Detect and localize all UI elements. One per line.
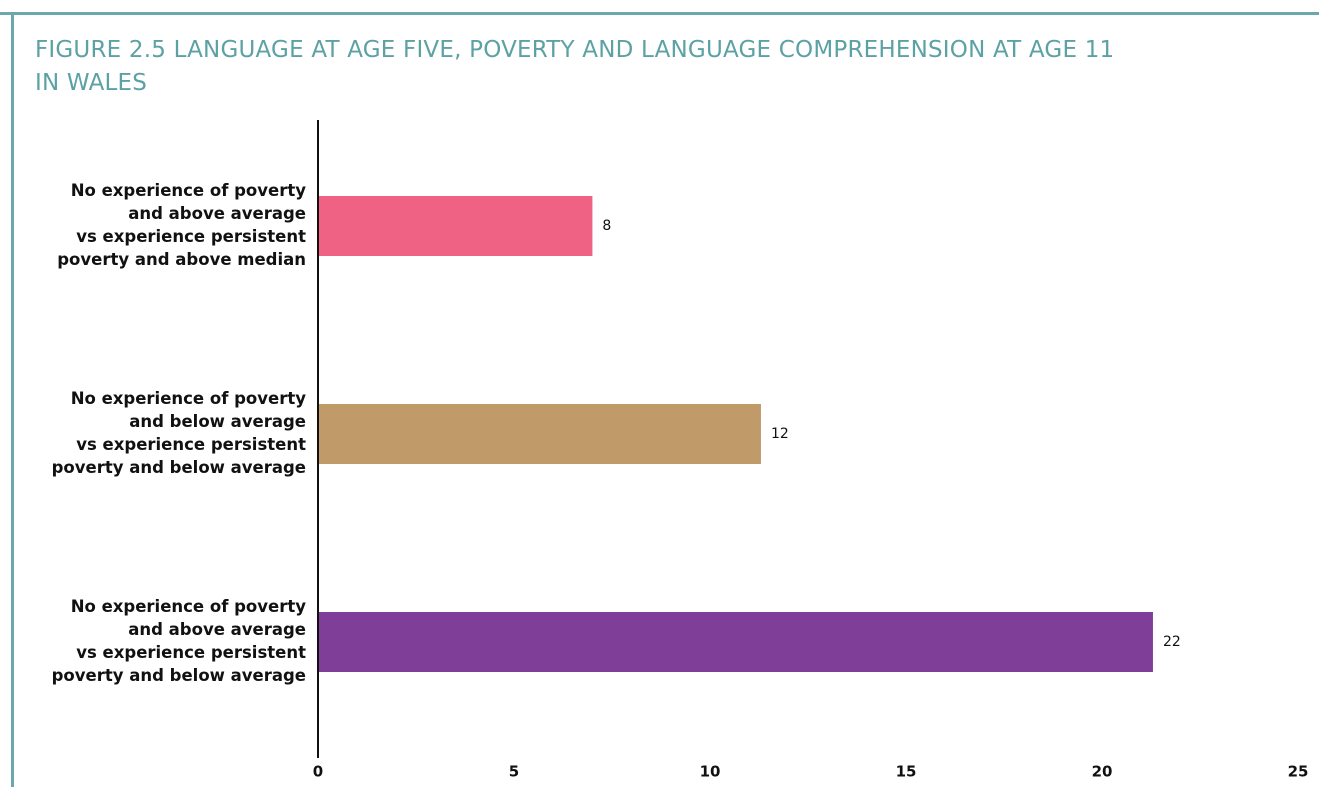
category-label-2-line-4: poverty and below average <box>52 458 306 477</box>
category-label-3-line-3: vs experience persistent <box>76 643 306 662</box>
category-label-2-line-3: vs experience persistent <box>76 435 306 454</box>
data-label-3: 22 <box>1163 634 1181 650</box>
data-label-2: 12 <box>771 426 789 442</box>
data-label-1: 8 <box>602 218 611 234</box>
x-tick-label-20: 20 <box>1092 763 1113 781</box>
category-label-1-line-4: poverty and above median <box>57 250 306 269</box>
category-label-1-line-1: No experience of poverty <box>71 181 307 200</box>
x-tick-label-0: 0 <box>313 763 323 781</box>
chart-title-line-1: FIGURE 2.5 LANGUAGE AT AGE FIVE, POVERTY… <box>35 37 1115 63</box>
bar-3 <box>318 612 1153 672</box>
frame-left-border <box>11 12 14 787</box>
frame-top-border <box>0 12 1319 15</box>
category-label-2-line-1: No experience of poverty <box>71 389 307 408</box>
x-tick-label-10: 10 <box>700 763 721 781</box>
x-tick-label-5: 5 <box>509 763 519 781</box>
category-label-1-line-3: vs experience persistent <box>76 227 306 246</box>
x-tick-label-15: 15 <box>896 763 917 781</box>
bar-1 <box>318 196 593 256</box>
chart-title-line-2: IN WALES <box>35 70 148 96</box>
category-label-3-line-4: poverty and below average <box>52 666 306 685</box>
category-label-1-line-2: and above average <box>128 204 306 223</box>
chart-title: FIGURE 2.5 LANGUAGE AT AGE FIVE, POVERTY… <box>35 34 1305 100</box>
category-label-3-line-1: No experience of poverty <box>71 597 307 616</box>
category-label-3-line-2: and above average <box>128 620 306 639</box>
category-label-2-line-2: and below average <box>129 412 306 431</box>
x-tick-label-25: 25 <box>1288 763 1309 781</box>
bar-2 <box>318 404 761 464</box>
